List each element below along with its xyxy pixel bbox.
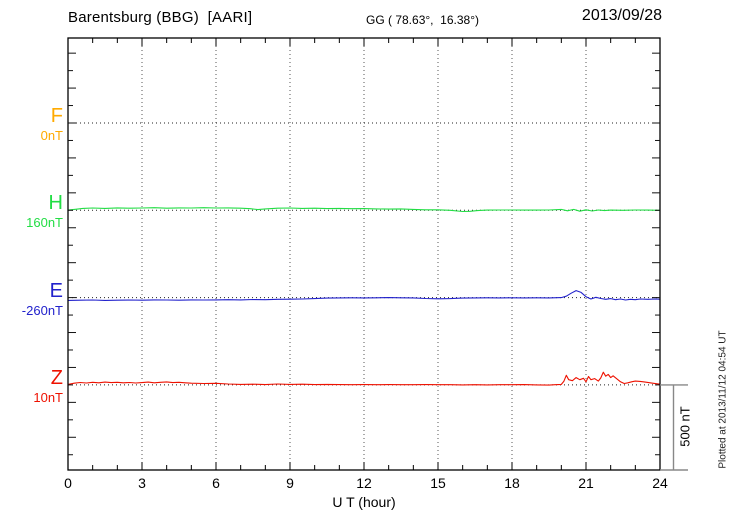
channel-offset-z: 10nT [33,389,63,405]
x-tick-label: 18 [504,475,520,491]
x-tick-label: 3 [138,475,146,491]
x-tick-label: 15 [430,475,446,491]
station-title: Barentsburg (BBG) [AARI] [68,9,253,26]
channel-offset-e: -260nT [21,302,63,318]
x-tick-label: 6 [212,475,220,491]
channel-letter-f: F [50,105,63,127]
scale-bar-label: 500 nT [677,406,693,447]
x-tick-label: 12 [356,475,372,491]
x-tick-label: 9 [286,475,294,491]
geographic-coordinates: GG ( 78.63°, 16.38°) [366,13,479,27]
channel-letter-h: H [48,192,63,215]
channel-label-e: E -260nT [0,281,63,317]
channel-offset-h: 160nT [26,215,63,231]
channel-label-f: F 0nT [0,106,63,142]
channel-letter-e: E [49,279,63,302]
x-axis-title: U T (hour) [332,494,396,510]
trace-h [67,207,661,213]
channel-label-h: H 160nT [0,193,63,229]
trace-e [67,290,661,301]
x-tick-label: 0 [64,475,72,491]
x-tick-label: 24 [652,475,668,491]
x-tick-label: 21 [578,475,594,491]
plot-date: 2013/09/28 [581,7,662,24]
trace-z [67,371,661,386]
channel-label-z: Z 10nT [0,368,63,404]
channel-offset-f: 0nT [40,128,63,143]
channel-letter-z: Z [50,366,63,389]
plotted-at-note: Plotted at 2013/11/12 04:54 UT [717,330,729,469]
